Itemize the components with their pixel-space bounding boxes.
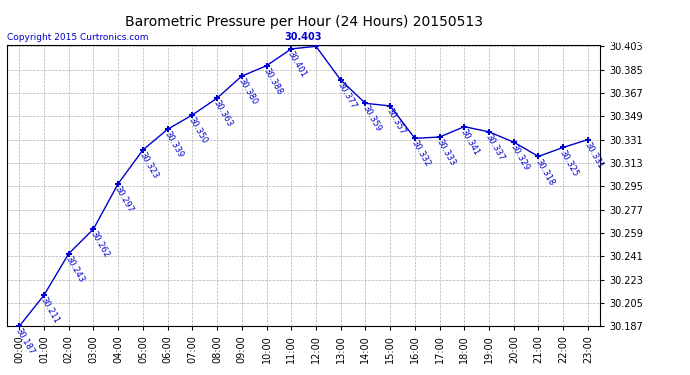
Text: 30.388: 30.388 [262,66,284,96]
Text: Copyright 2015 Curtronics.com: Copyright 2015 Curtronics.com [7,33,148,42]
Text: 30.401: 30.401 [286,50,308,79]
Text: 30.187: 30.187 [14,327,37,357]
Text: 30.377: 30.377 [335,81,358,111]
Text: 30.359: 30.359 [360,104,382,134]
Text: 30.297: 30.297 [113,184,135,214]
Text: Barometric Pressure per Hour (24 Hours) 20150513: Barometric Pressure per Hour (24 Hours) … [125,15,482,29]
Text: 30.350: 30.350 [187,116,209,146]
Text: 30.380: 30.380 [237,77,259,106]
Text: 30.318: 30.318 [533,157,555,187]
Text: Pressure  (Inches/Hg): Pressure (Inches/Hg) [531,35,649,45]
Text: 30.357: 30.357 [385,106,407,136]
Text: 30.337: 30.337 [484,132,506,162]
Text: 30.323: 30.323 [137,151,160,180]
Text: 30.211: 30.211 [39,296,61,326]
Text: 30.331: 30.331 [582,140,605,170]
Text: 30.243: 30.243 [63,254,86,284]
Text: 30.341: 30.341 [459,127,482,157]
Text: 30.332: 30.332 [410,139,432,169]
Text: 30.262: 30.262 [88,230,110,260]
Text: 30.329: 30.329 [509,143,531,172]
Text: 30.333: 30.333 [434,138,457,168]
Text: 30.363: 30.363 [212,99,234,129]
Text: 30.339: 30.339 [162,130,185,160]
Text: 30.403: 30.403 [285,32,322,42]
Text: 30.325: 30.325 [558,148,580,178]
